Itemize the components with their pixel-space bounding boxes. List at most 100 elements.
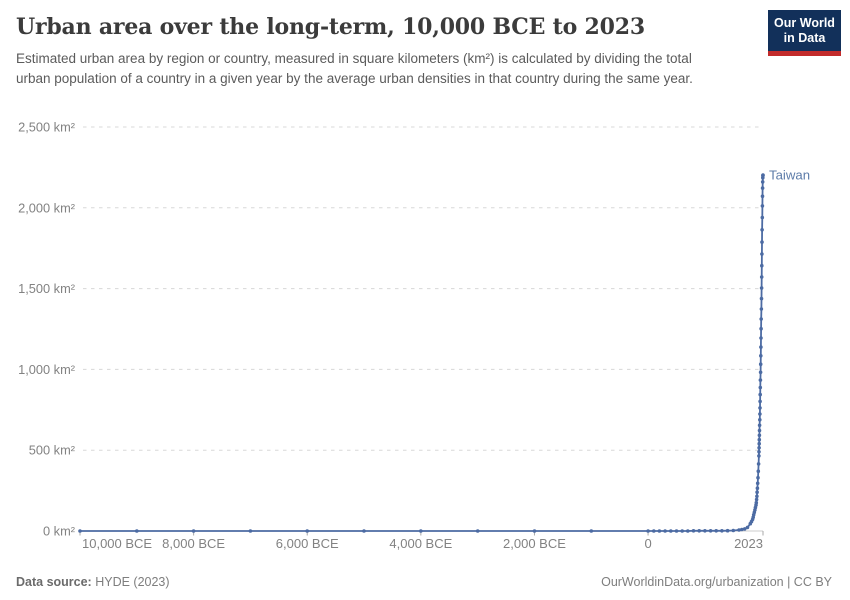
data-point	[757, 450, 761, 454]
y-tick-label: 0 km²	[43, 524, 76, 539]
series-end-label: Taiwan	[769, 167, 810, 182]
x-tick-label: 4,000 BCE	[389, 536, 452, 551]
data-point	[759, 317, 763, 321]
data-point	[737, 528, 741, 532]
data-point	[758, 378, 763, 382]
data-point	[759, 296, 764, 301]
data-point	[755, 490, 759, 495]
data-point	[475, 529, 480, 533]
data-point	[759, 286, 764, 290]
data-point	[680, 529, 684, 533]
data-point	[362, 529, 366, 533]
data-point	[757, 433, 762, 438]
y-tick-label: 500 km²	[29, 443, 76, 458]
data-source-value: HYDE (2023)	[91, 575, 170, 589]
data-point	[759, 307, 764, 311]
data-point	[725, 528, 730, 533]
data-point	[760, 204, 765, 208]
data-point	[589, 529, 594, 533]
owid-logo-line2: in Data	[783, 31, 826, 45]
credit-link[interactable]: OurWorldinData.org/urbanization | CC BY	[601, 575, 832, 589]
data-point	[657, 529, 662, 533]
data-point	[419, 529, 423, 533]
data-point	[135, 529, 139, 533]
data-point	[663, 529, 667, 533]
data-point	[761, 173, 765, 177]
y-tick-label: 2,500 km²	[18, 120, 76, 135]
data-source-label: Data source:	[16, 575, 92, 589]
data-point	[754, 497, 759, 502]
data-point	[758, 385, 763, 390]
data-source: Data source: HYDE (2023)	[16, 575, 170, 589]
data-line-taiwan	[79, 174, 764, 532]
data-point	[760, 194, 765, 198]
data-point	[760, 186, 765, 190]
data-point	[755, 494, 759, 499]
data-point	[759, 326, 763, 331]
x-tick-label: 8,000 BCE	[162, 536, 225, 551]
data-point	[755, 486, 760, 491]
data-point	[714, 529, 718, 533]
y-tick-label: 1,500 km²	[18, 281, 76, 296]
data-point	[305, 529, 310, 533]
x-tick-label: 0	[644, 536, 651, 551]
data-point	[754, 500, 759, 505]
chart-footer: Data source: HYDE (2023) OurWorldinData.…	[16, 575, 832, 589]
data-point	[703, 529, 707, 533]
data-point	[757, 446, 761, 450]
data-point	[760, 263, 764, 268]
data-point	[760, 180, 765, 184]
data-point	[720, 529, 724, 533]
data-point	[686, 529, 690, 533]
data-point	[758, 412, 762, 416]
owid-logo-line1: Our World	[774, 16, 835, 30]
x-tick-label: 10,000 BCE	[82, 536, 152, 551]
data-point	[669, 529, 673, 533]
chart-subtitle: Estimated urban area by region or countr…	[16, 51, 693, 87]
data-point	[758, 406, 762, 410]
x-tick-label: 2023	[734, 536, 763, 551]
data-point	[758, 392, 762, 397]
data-point	[756, 475, 760, 480]
data-point	[758, 362, 763, 367]
data-point	[742, 527, 747, 531]
data-point	[78, 529, 82, 533]
data-point	[756, 462, 761, 466]
data-point	[740, 527, 744, 532]
data-point	[759, 354, 763, 358]
data-point	[697, 529, 701, 533]
owid-logo[interactable]: Our World in Data	[768, 10, 841, 56]
data-point	[760, 240, 764, 244]
data-point	[756, 469, 761, 474]
data-point	[758, 418, 762, 422]
data-point	[191, 529, 196, 533]
data-point	[759, 345, 763, 349]
data-point	[731, 528, 736, 533]
data-point	[745, 525, 750, 530]
data-point	[652, 529, 656, 533]
y-tick-label: 1,000 km²	[18, 362, 76, 377]
data-point	[248, 529, 253, 533]
data-point	[691, 529, 696, 533]
data-point	[760, 252, 764, 256]
y-tick-label: 2,000 km²	[18, 200, 76, 215]
data-point	[759, 336, 763, 340]
data-point	[674, 529, 679, 533]
data-point	[708, 529, 713, 533]
data-point	[646, 529, 650, 533]
data-point	[532, 529, 537, 533]
data-point	[757, 437, 762, 442]
chart-header: Urban area over the long-term, 10,000 BC…	[16, 14, 742, 90]
chart-title: Urban area over the long-term, 10,000 BC…	[16, 14, 645, 40]
data-point	[758, 370, 763, 375]
x-tick-label: 2,000 BCE	[503, 536, 566, 551]
data-point	[755, 481, 760, 486]
x-tick-label: 6,000 BCE	[276, 536, 339, 551]
data-point	[759, 275, 764, 279]
data-point	[760, 215, 765, 220]
data-point	[757, 423, 762, 428]
data-point	[757, 454, 761, 458]
data-point	[757, 428, 762, 433]
